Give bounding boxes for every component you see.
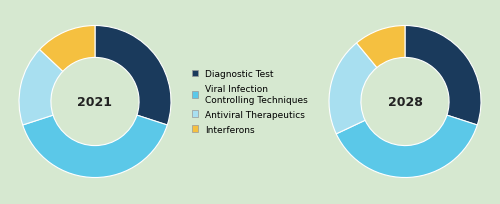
Wedge shape	[405, 26, 481, 125]
Wedge shape	[336, 115, 478, 178]
Text: 2021: 2021	[78, 95, 112, 109]
Text: 2028: 2028	[388, 95, 422, 109]
Wedge shape	[19, 50, 63, 125]
Wedge shape	[356, 26, 405, 68]
Wedge shape	[95, 26, 171, 125]
Wedge shape	[40, 26, 95, 72]
Wedge shape	[22, 115, 168, 178]
Wedge shape	[329, 44, 377, 134]
Legend: Diagnostic Test, Viral Infection
Controlling Techniques, Antiviral Therapeutics,: Diagnostic Test, Viral Infection Control…	[192, 70, 308, 134]
